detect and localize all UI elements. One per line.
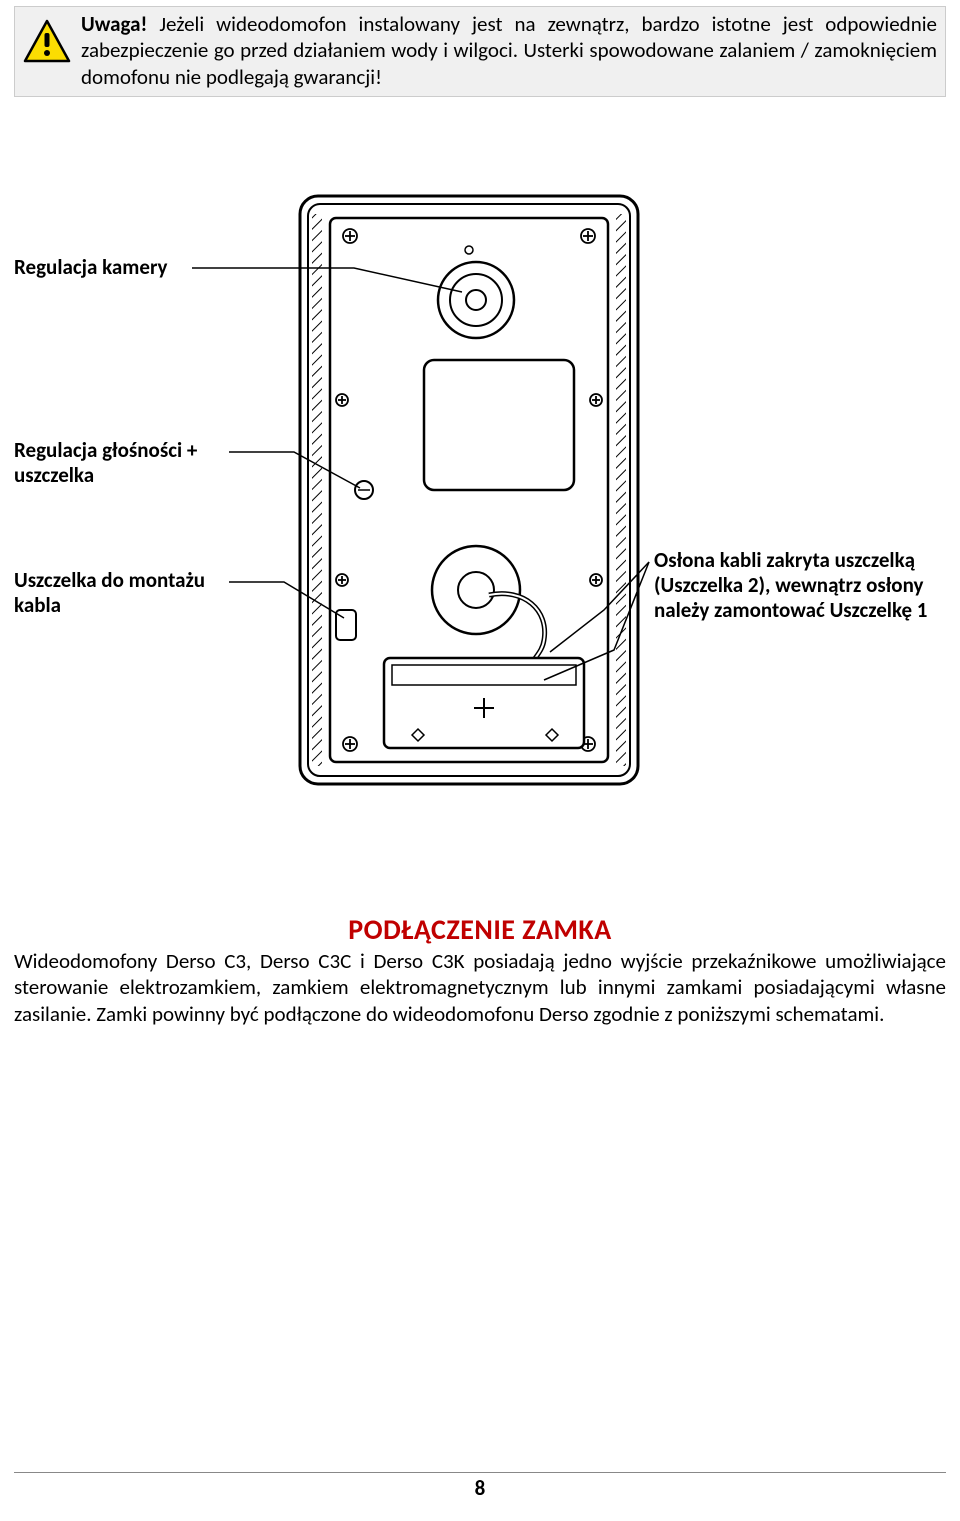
warning-text: Uwaga! Jeżeli wideodomofon instalowany j…	[75, 11, 937, 90]
section-title: PODŁĄCZENIE ZAMKA	[0, 912, 960, 947]
diagram-area: Regulacja kamery Regulacja głośności + u…	[14, 170, 946, 850]
leader-lines	[14, 170, 946, 850]
warning-title: Uwaga!	[81, 11, 147, 37]
warning-body: Jeżeli wideodomofon instalowany jest na …	[81, 11, 937, 90]
section-body: Wideodomofony Derso C3, Derso C3C i Ders…	[14, 948, 946, 1027]
page-number: 8	[0, 1475, 960, 1501]
warning-box: Uwaga! Jeżeli wideodomofon instalowany j…	[14, 6, 946, 97]
page-rule	[14, 1472, 946, 1473]
warning-icon	[19, 11, 75, 63]
